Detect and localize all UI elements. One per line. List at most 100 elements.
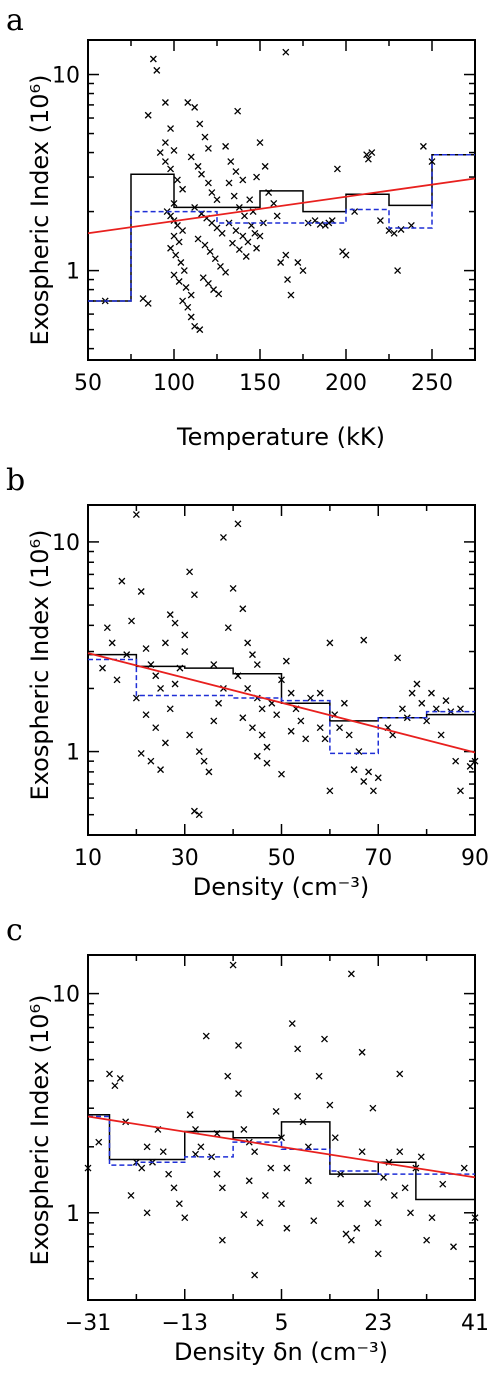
panel-a-xtick-label: 150: [239, 371, 281, 396]
panel-a-point: [299, 267, 307, 275]
panel-c-point: [111, 1082, 119, 1090]
panel-a-letter: a: [6, 3, 24, 38]
panel-b-point: [249, 651, 256, 659]
panel-a-ytick-label: 1: [66, 260, 80, 285]
panel-c-point: [358, 1048, 366, 1056]
panel-b-point: [205, 768, 213, 776]
panel-a-point: [170, 146, 178, 154]
panel-b-ticks: [87, 505, 476, 836]
panel-a-point: [256, 139, 264, 146]
panel-b-point: [297, 717, 305, 725]
panel-a-frame: [87, 39, 476, 361]
panel-a-xtick-label: 50: [74, 371, 102, 396]
panel-b-point: [113, 676, 121, 684]
panel-b-point: [108, 639, 116, 647]
panel-a-point: [187, 291, 195, 299]
panel-c-point: [326, 1101, 334, 1109]
panel-b-point: [321, 735, 329, 743]
panel-c-lines: [87, 1114, 476, 1201]
panel-b-point: [278, 770, 285, 778]
panel-b-point: [428, 689, 435, 697]
panel-c-point: [407, 1209, 414, 1217]
panel-a-point: [229, 239, 236, 247]
panel-c-mean-steps: [88, 1115, 475, 1175]
panel-b-point: [316, 724, 324, 732]
panel-b-point: [365, 768, 373, 776]
panel-c-point: [331, 1134, 339, 1142]
panel-a-point: [170, 271, 178, 279]
panel-a-point: [196, 120, 204, 128]
panel-c-ticks: [87, 955, 476, 1301]
panel-a-ytick-labels: 1 10: [52, 64, 80, 285]
panel-a-ticks: [87, 40, 475, 360]
panel-b-point: [157, 766, 165, 774]
panel-a-point: [194, 235, 202, 243]
panel-c-point: [380, 1173, 388, 1181]
panel-c-point: [138, 1164, 146, 1172]
panel-b-point: [142, 711, 150, 719]
panel-c-point: [229, 961, 237, 969]
panel-b-point: [239, 605, 247, 613]
panel-c-ytick-labels: 1 10: [52, 983, 80, 1227]
panel-a-point: [199, 274, 207, 282]
panel-c-point: [294, 1092, 302, 1100]
panel-c-point: [197, 1143, 205, 1151]
panel-a-point: [201, 133, 209, 141]
panel-c-point: [181, 1214, 189, 1222]
panel-b-point: [128, 617, 135, 625]
panel-c-point: [240, 1125, 248, 1133]
panel-a-point: [191, 322, 199, 330]
panel-a-median-steps: [88, 153, 475, 302]
panel-a-point: [234, 107, 242, 115]
panel-b-point: [466, 762, 474, 770]
panel-a-point: [273, 212, 281, 220]
panel-c-xtick-label: 5: [275, 1311, 289, 1336]
panel-b-point: [253, 752, 261, 760]
panel-b-point: [210, 661, 218, 669]
panel-b-xtick-labels: 10 30 50 70 90: [74, 846, 489, 871]
panel-b-point: [442, 697, 450, 705]
panel-a-point: [246, 196, 254, 204]
panel-a-point: [161, 158, 169, 165]
panel-b-point: [186, 731, 194, 739]
panel-c-point: [374, 1219, 382, 1227]
panel-a-point: [251, 229, 259, 237]
panel-b-xtick-label: 70: [364, 846, 392, 871]
panel-c-xtick-label: 23: [364, 1311, 392, 1336]
panel-b-lines: [87, 652, 476, 755]
panel-a-point: [175, 238, 183, 246]
panel-a-lines: [87, 153, 476, 302]
panel-b-point: [224, 624, 232, 632]
panel-c-xtick-label: −13: [162, 1311, 208, 1336]
panel-c-point: [235, 1090, 242, 1097]
panel-b-point: [258, 705, 266, 713]
panel-b-point: [452, 757, 460, 765]
panel-c-point: [439, 1180, 447, 1188]
panel-b-point: [394, 654, 402, 662]
panel-a-point: [222, 268, 230, 276]
panel-a: a Exospheric Index (10⁶) Temperature (kK…: [6, 3, 476, 451]
panel-b-point: [171, 619, 179, 627]
panel-a-point: [294, 259, 302, 266]
panel-b-xtick-label: 90: [461, 846, 489, 871]
panel-b-ytick-label: 1: [66, 741, 80, 766]
panel-a-point: [222, 142, 230, 150]
panel-a-point: [376, 217, 384, 225]
panel-a-point: [167, 165, 175, 173]
panel-b-point: [103, 624, 111, 632]
panel-c-median-steps: [88, 1114, 475, 1201]
panel-c-xlabel: Density δn (cm⁻³): [174, 1338, 388, 1366]
panel-b-point: [190, 807, 198, 815]
panel-c-point: [364, 1200, 371, 1208]
panel-a-point: [211, 255, 219, 263]
panel-b-point: [142, 645, 150, 653]
panel-c-point: [251, 1148, 259, 1156]
panel-c-point: [369, 1104, 377, 1112]
panel-a-ytick-label: 10: [52, 64, 80, 89]
panel-b-point: [326, 787, 334, 795]
panel-b-point: [234, 520, 242, 528]
panel-c-point: [116, 1075, 124, 1082]
panel-c-point: [288, 1020, 296, 1028]
panel-a-point: [333, 165, 341, 173]
panel-c-point: [251, 1271, 259, 1279]
